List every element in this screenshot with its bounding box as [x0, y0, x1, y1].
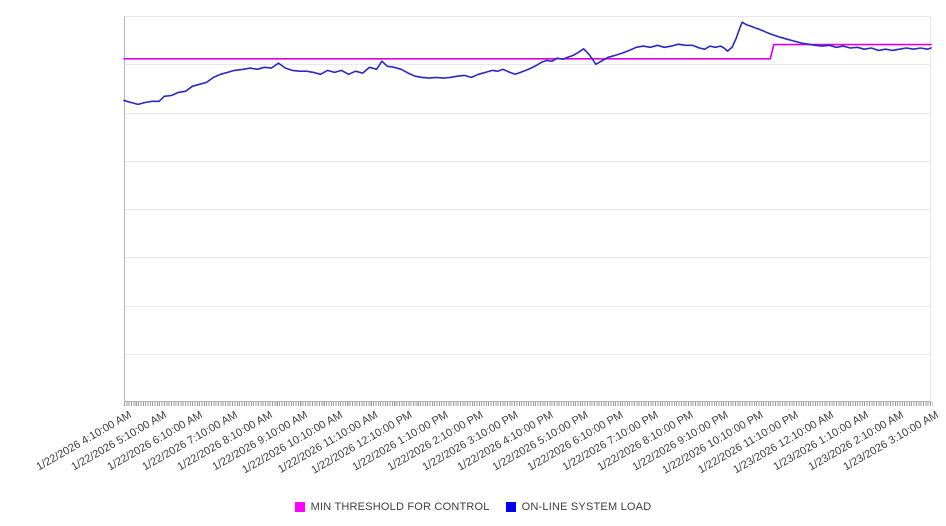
x-axis-labels: 1/22/2026 4:10:00 AM 1/22/2026 5:10:00 AM… [34, 409, 941, 477]
threshold-line [123, 43, 932, 60]
system-load-line [123, 21, 932, 106]
chart-legend: MIN THRESHOLD FOR CONTROL ON-LINE SYSTEM… [0, 498, 946, 516]
legend-item-min-threshold[interactable]: MIN THRESHOLD FOR CONTROL [294, 501, 490, 513]
legend-swatch-min-threshold-icon [294, 502, 305, 512]
x-axis-minor-ticks [124, 402, 933, 406]
plot-area [123, 16, 932, 402]
legend-item-system-load[interactable]: ON-LINE SYSTEM LOAD [505, 501, 652, 513]
legend-label-system-load: ON-LINE SYSTEM LOAD [521, 501, 652, 513]
legend-swatch-system-load-icon [505, 502, 516, 512]
legend-label-min-threshold: MIN THRESHOLD FOR CONTROL [310, 501, 490, 513]
